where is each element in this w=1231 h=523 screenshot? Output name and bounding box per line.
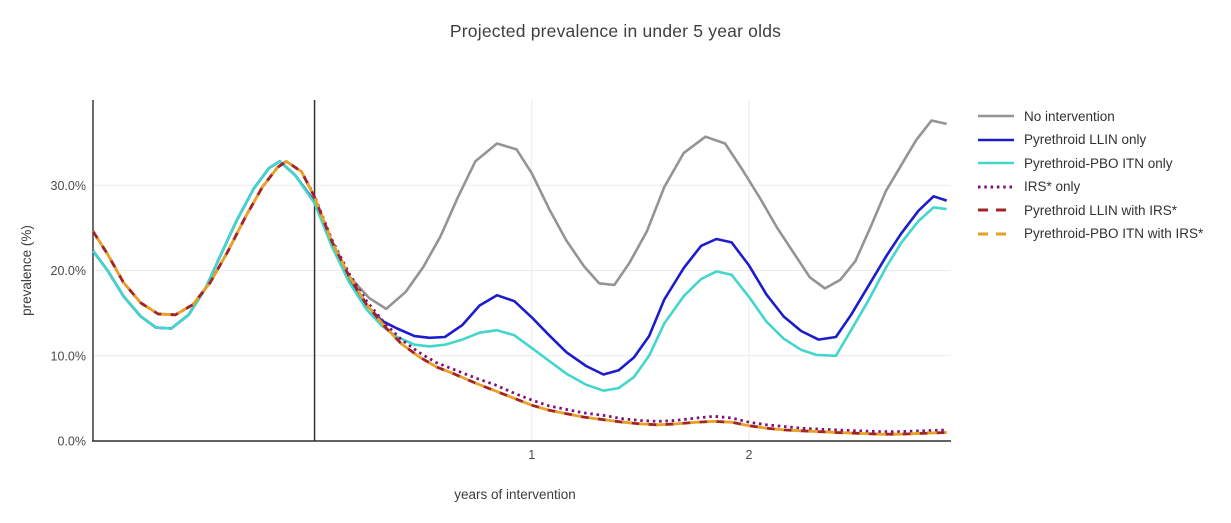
legend-swatch-line — [978, 185, 1014, 189]
series-line-irs-only — [91, 159, 947, 434]
legend-item-pyrethroid-llin-only: Pyrethroid LLIN only — [977, 132, 1203, 149]
legend-swatch-line — [978, 161, 1014, 165]
legend-swatch-line — [978, 138, 1014, 142]
y-tick-label: 10.0% — [51, 349, 86, 363]
y-tick-label: 30.0% — [51, 179, 86, 193]
legend-label: No intervention — [1024, 108, 1115, 124]
series-line-pyrethroid-llin-only — [91, 160, 948, 376]
legend-item-irs-only: IRS* only — [977, 179, 1203, 196]
legend-label: Pyrethroid-PBO ITN only — [1024, 155, 1173, 171]
legend-swatch-line — [978, 114, 1014, 118]
series-line-pyrethroid-pbo-itn-with-irs — [91, 159, 947, 436]
x-axis-title: years of intervention — [454, 487, 576, 502]
legend-label: Pyrethroid LLIN with IRS* — [1024, 202, 1178, 218]
legend-label: Pyrethroid LLIN only — [1024, 132, 1147, 148]
chart-title: Projected prevalence in under 5 year old… — [449, 21, 782, 41]
legend-label: Pyrethroid-PBO ITN with IRS* — [1024, 226, 1204, 242]
legend-item-no-intervention: No intervention — [977, 108, 1203, 125]
legend: No intervention Pyrethroid LLIN only Pyr… — [977, 108, 1203, 242]
series-line-pyrethroid-llin-with-irs — [91, 159, 947, 436]
legend-item-pyrethroid-llin-with-irs: Pyrethroid LLIN with IRS* — [977, 202, 1203, 219]
series-line-no-intervention — [91, 119, 947, 330]
legend-item-pyrethroid-pbo-itn-with-irs: Pyrethroid-PBO ITN with IRS* — [977, 226, 1203, 243]
y-tick-label: 0.0% — [58, 435, 87, 449]
legend-swatch-line — [978, 232, 1014, 236]
legend-swatch-line — [978, 208, 1014, 212]
series-line-pyrethroid-pbo-itn-only — [91, 160, 947, 393]
y-axis-title: prevalence (%) — [19, 225, 34, 316]
legend-label: IRS* only — [1024, 179, 1081, 195]
y-tick-label: 20.0% — [51, 264, 86, 278]
legend-item-pyrethroid-pbo-itn-only: Pyrethroid-PBO ITN only — [977, 155, 1203, 172]
x-tick-label: 2 — [746, 448, 753, 462]
x-tick-label: 1 — [528, 448, 535, 462]
